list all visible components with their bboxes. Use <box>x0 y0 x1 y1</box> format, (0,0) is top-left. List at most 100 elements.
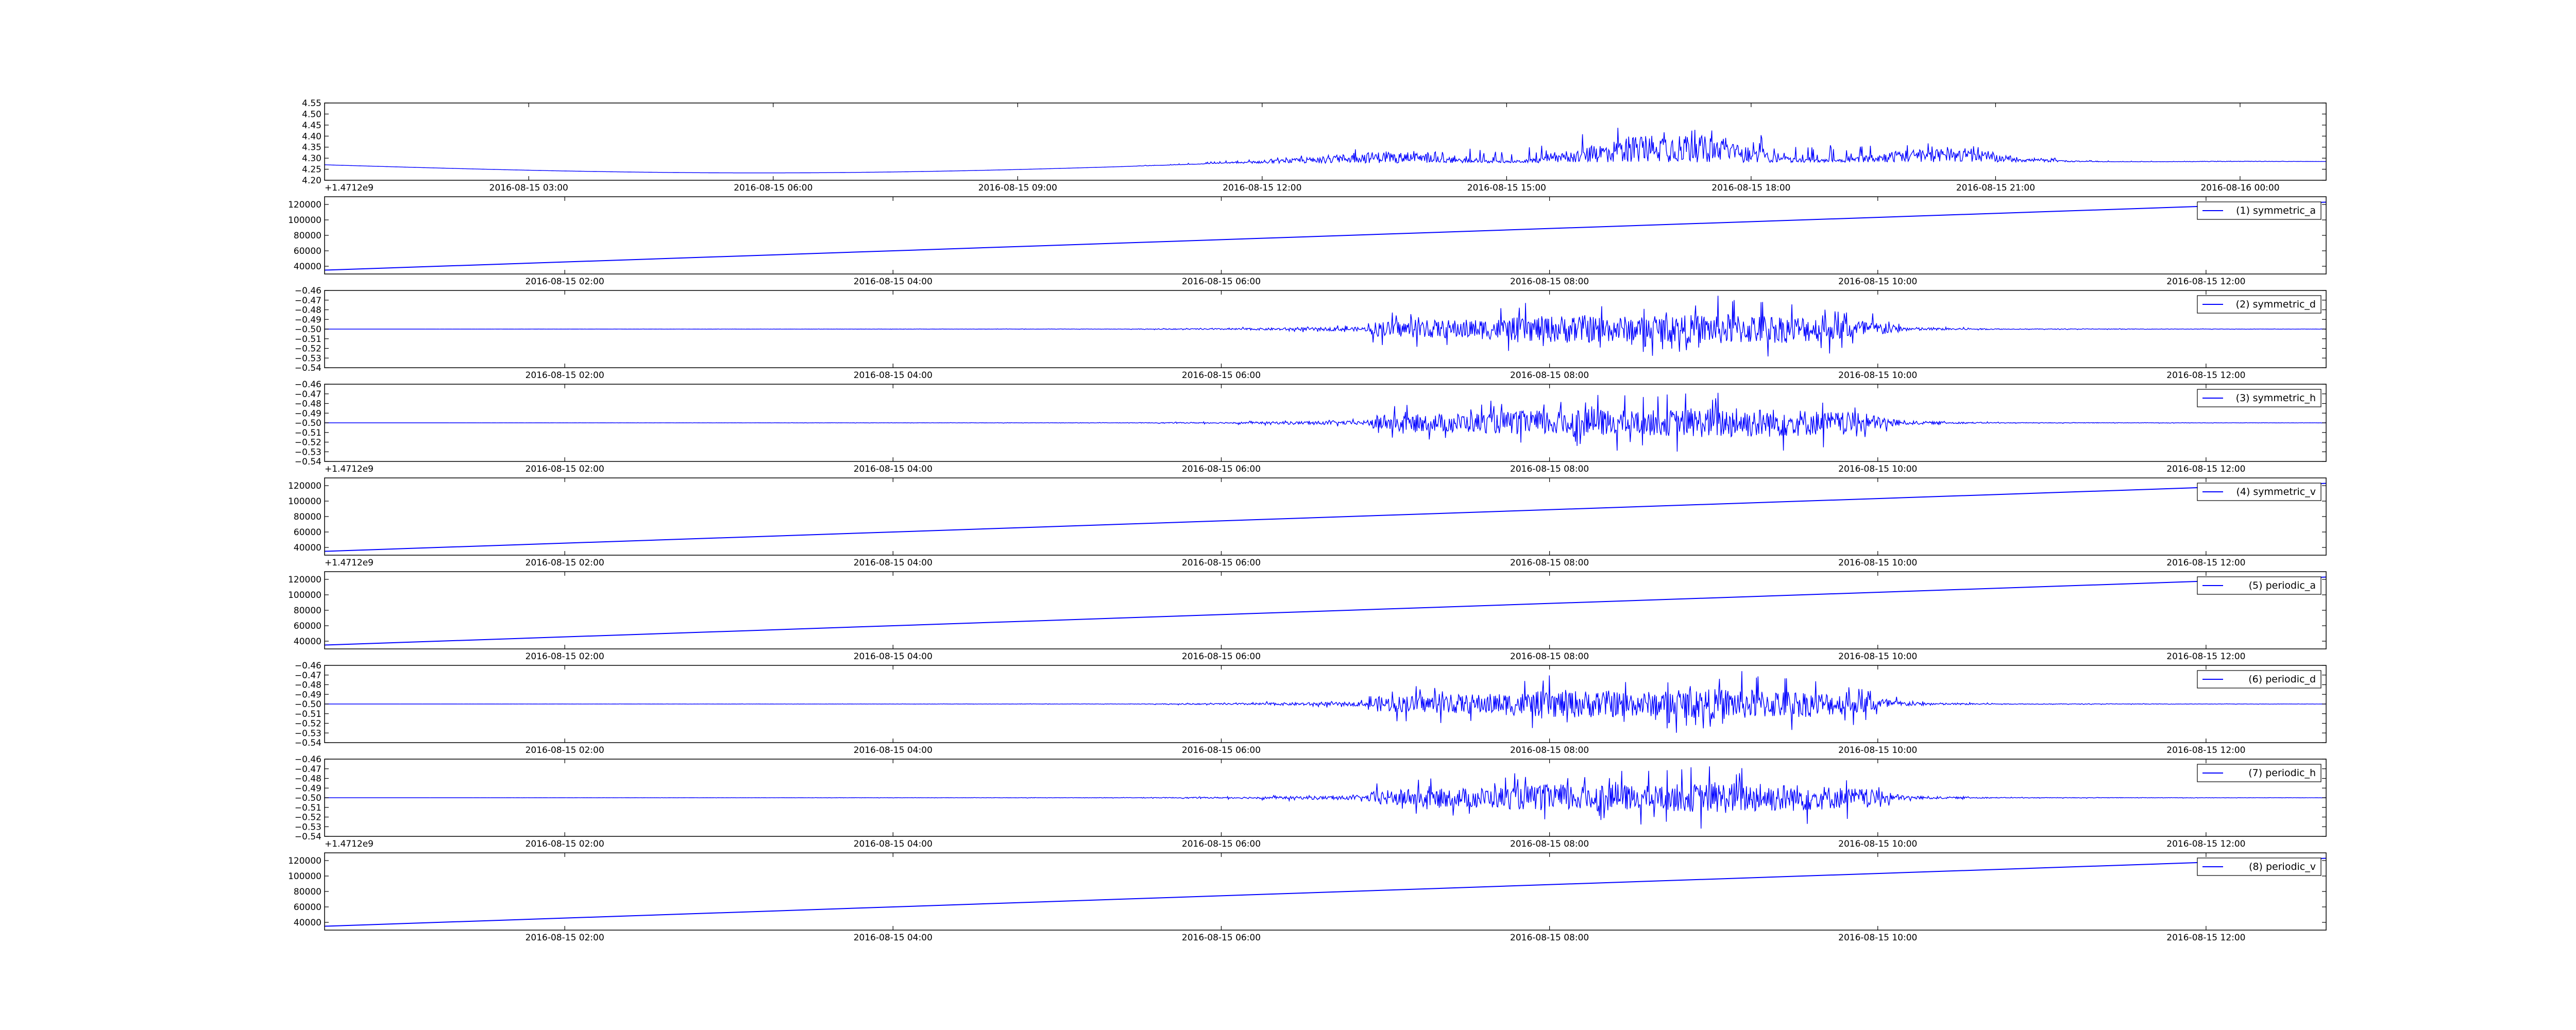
y-tick-label: −0.47 <box>295 389 321 400</box>
y-tick-label: −0.53 <box>295 822 321 832</box>
y-tick-label: −0.48 <box>295 680 321 691</box>
x-tick-label: 2016-08-15 08:00 <box>1510 464 1589 474</box>
y-tick-label: 4.20 <box>302 176 321 186</box>
x-tick-label: 2016-08-15 10:00 <box>1838 464 1917 474</box>
x-tick-label: 2016-08-15 12:00 <box>2166 464 2245 474</box>
legend: (6) periodic_d <box>2197 670 2321 689</box>
y-tick-label: −0.52 <box>295 344 321 354</box>
x-tick-label: 2016-08-15 12:00 <box>2166 558 2245 568</box>
y-tick-label: −0.49 <box>295 783 321 794</box>
x-tick-label: 2016-08-15 02:00 <box>526 277 604 287</box>
y-tick-label: 40000 <box>294 918 321 928</box>
panel-9: 40000 60000 80000 100000 120000 2016-08-15 02… <box>288 852 2327 943</box>
y-tick-label: −0.48 <box>295 399 321 409</box>
x-tick-label: 2016-08-15 06:00 <box>1182 745 1261 756</box>
y-tick-label: −0.51 <box>295 803 321 813</box>
y-tick-label: 40000 <box>294 637 321 647</box>
y-tick-label: 80000 <box>294 512 321 522</box>
axes-frame <box>324 852 2327 931</box>
x-tick-label: 2016-08-15 06:00 <box>734 183 812 193</box>
x-tick-label: 2016-08-15 02:00 <box>526 558 604 568</box>
x-tick-label: 2016-08-15 06:00 <box>1182 370 1261 381</box>
y-tick-label: 100000 <box>288 871 321 882</box>
y-tick-label: −0.46 <box>295 661 321 671</box>
x-offset-label: +1.4712e9 <box>325 839 374 849</box>
y-tick-label: −0.50 <box>295 418 321 428</box>
x-tick-label: 2016-08-15 03:00 <box>489 183 568 193</box>
y-tick-label: 120000 <box>288 200 321 210</box>
x-tick-label: 2016-08-15 04:00 <box>854 277 933 287</box>
legend-label: (1) symmetric_a <box>2236 205 2316 216</box>
y-tick-label: −0.51 <box>295 334 321 345</box>
x-tick-label: 2016-08-15 04:00 <box>854 370 933 381</box>
x-tick-label: 2016-08-15 15:00 <box>1467 183 1546 193</box>
y-tick-label: −0.52 <box>295 813 321 823</box>
x-tick-label: 2016-08-15 12:00 <box>2166 651 2245 662</box>
series-line <box>325 296 2326 357</box>
x-tick-label: 2016-08-15 02:00 <box>526 464 604 474</box>
y-tick-label: −0.46 <box>295 754 321 765</box>
x-tick-label: 2016-08-15 04:00 <box>854 558 933 568</box>
y-tick-label: 4.35 <box>302 143 321 153</box>
y-tick-label: −0.51 <box>295 428 321 438</box>
axes-frame <box>324 196 2327 274</box>
y-tick-label: 60000 <box>294 621 321 631</box>
x-tick-label: 2016-08-15 06:00 <box>1182 558 1261 568</box>
x-tick-label: 2016-08-15 02:00 <box>526 745 604 756</box>
x-tick-label: 2016-08-15 10:00 <box>1838 558 1917 568</box>
y-tick-label: 4.45 <box>302 121 321 131</box>
y-tick-label: −0.51 <box>295 709 321 719</box>
series-line <box>324 576 2327 646</box>
x-tick-label: 2016-08-15 21:00 <box>1956 183 2035 193</box>
legend: (4) symmetric_v <box>2197 483 2321 501</box>
x-tick-label: 2016-08-15 12:00 <box>1223 183 1301 193</box>
legend-label: (4) symmetric_v <box>2236 486 2316 497</box>
x-tick-label: 2016-08-15 10:00 <box>1838 651 1917 662</box>
panel-7: −0.54−0.53−0.52−0.51−0.50−0.49−0.48−0.47… <box>295 661 2327 756</box>
y-tick-label: −0.49 <box>295 690 321 700</box>
x-tick-label: 2016-08-15 12:00 <box>2166 745 2245 756</box>
legend: (2) symmetric_d <box>2197 295 2321 314</box>
series-line <box>325 766 2327 829</box>
y-tick-label: −0.49 <box>295 315 321 325</box>
y-tick-label: 40000 <box>294 262 321 272</box>
x-tick-label: 2016-08-15 02:00 <box>526 839 604 849</box>
x-tick-label: 2016-08-15 18:00 <box>1711 183 1790 193</box>
series-line <box>325 128 2326 174</box>
x-tick-label: 2016-08-15 12:00 <box>2166 277 2245 287</box>
y-tick-label: −0.48 <box>295 774 321 784</box>
y-tick-label: −0.47 <box>295 671 321 681</box>
x-tick-label: 2016-08-15 06:00 <box>1182 933 1261 943</box>
axes-frame <box>324 571 2327 649</box>
y-tick-label: −0.54 <box>295 457 321 467</box>
y-tick-label: 4.25 <box>302 165 321 175</box>
legend-label: (5) periodic_a <box>2249 580 2316 591</box>
x-tick-label: 2016-08-15 10:00 <box>1838 745 1917 756</box>
y-tick-label: −0.47 <box>295 764 321 775</box>
y-tick-label: 4.30 <box>302 153 321 164</box>
y-tick-label: 40000 <box>294 543 321 553</box>
y-tick-label: −0.50 <box>295 324 321 335</box>
y-tick-label: −0.54 <box>295 738 321 748</box>
x-offset-label: +1.4712e9 <box>325 183 374 193</box>
x-tick-label: 2016-08-15 04:00 <box>854 464 933 474</box>
legend-label: (8) periodic_v <box>2249 861 2316 872</box>
y-tick-label: −0.52 <box>295 719 321 729</box>
y-tick-label: 4.55 <box>302 98 321 109</box>
legend: (3) symmetric_h <box>2197 389 2321 407</box>
panel-2: 40000 60000 80000 100000 120000 2016-08-15 02… <box>288 196 2327 287</box>
y-tick-label: 80000 <box>294 887 321 897</box>
y-tick-label: 60000 <box>294 902 321 913</box>
y-tick-label: 120000 <box>288 575 321 585</box>
series-line <box>324 857 2327 927</box>
panel-5: 40000 60000 80000 100000 120000 2016-08-15 02… <box>288 477 2327 568</box>
x-tick-label: 2016-08-15 06:00 <box>1182 839 1261 849</box>
y-tick-label: 100000 <box>288 215 321 226</box>
y-tick-label: −0.53 <box>295 447 321 457</box>
legend-label: (3) symmetric_h <box>2236 392 2316 404</box>
x-tick-label: 2016-08-15 02:00 <box>526 651 604 662</box>
y-tick-label: 4.50 <box>302 109 321 119</box>
axes-frame <box>324 102 2327 181</box>
y-tick-label: −0.50 <box>295 793 321 803</box>
y-tick-label: −0.46 <box>295 286 321 296</box>
